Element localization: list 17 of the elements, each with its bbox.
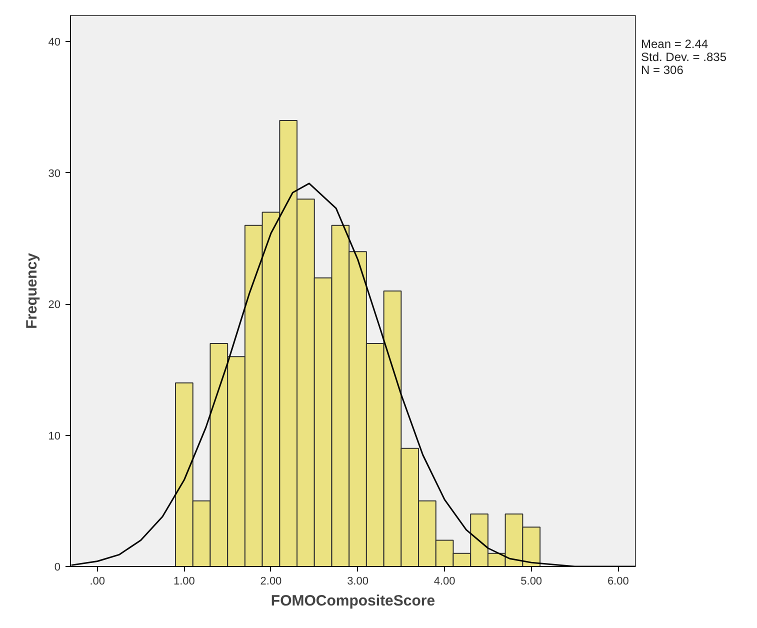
text: Std. Dev. = .835 — [641, 50, 726, 64]
x-tick-label: 4.00 — [434, 576, 456, 588]
y-axis-title: Frequency — [23, 252, 40, 329]
y-tick-label: 30 — [48, 168, 61, 180]
x-tick-label: .00 — [90, 576, 106, 588]
x-axis-title: FOMOCompositeScore — [270, 592, 436, 610]
x-tick-label: 5.00 — [520, 576, 542, 588]
x-tick-label: 2.00 — [260, 576, 282, 588]
y-tick-label: 20 — [48, 299, 61, 312]
x-tick-label: 1.00 — [173, 576, 195, 588]
x-tick-label: 3.00 — [347, 576, 368, 588]
text: Mean = 2.44 — [641, 37, 708, 51]
y-tick-label: 40 — [48, 36, 61, 49]
y-tick-label: 10 — [48, 430, 61, 442]
x-tick-label: 6.00 — [607, 576, 629, 588]
y-tick-label: 0 — [54, 562, 61, 574]
text: N = 306 — [641, 63, 684, 77]
